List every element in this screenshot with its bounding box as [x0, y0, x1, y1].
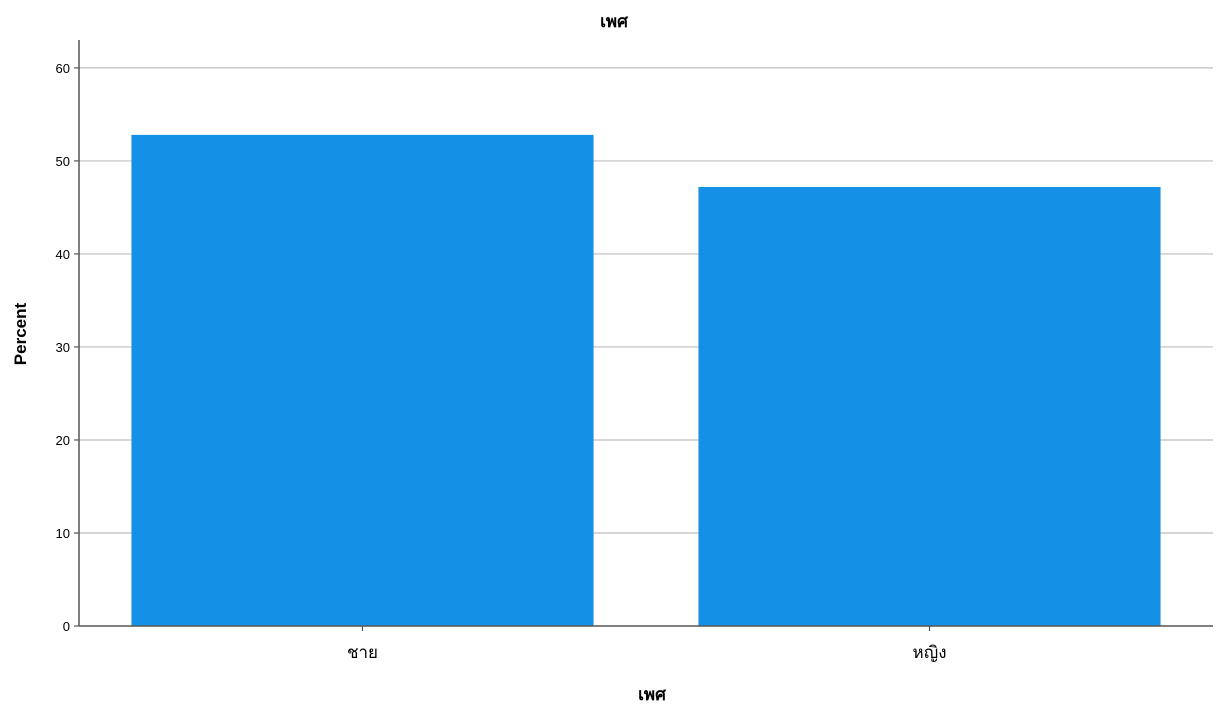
axis-labels: 0 10 20 30 40 50 60 ชาย หญิง	[56, 61, 947, 662]
x-category-label: หญิง	[913, 643, 947, 662]
x-category-label: ชาย	[347, 643, 378, 662]
y-tick-label: 20	[56, 433, 70, 448]
x-axis-title: เพศ	[638, 685, 667, 704]
y-tick-label: 40	[56, 247, 70, 262]
y-tick-label: 30	[56, 340, 70, 355]
y-tick-label: 50	[56, 154, 70, 169]
y-axis-title: Percent	[11, 302, 30, 365]
bar-2	[698, 186, 1161, 626]
axes	[74, 40, 1213, 631]
chart-title: เพศ	[600, 12, 629, 31]
bars	[131, 134, 1161, 626]
y-tick-label: 10	[56, 526, 70, 541]
bar-1	[131, 134, 594, 626]
y-tick-label: 60	[56, 61, 70, 76]
y-tick-label: 0	[63, 619, 70, 634]
